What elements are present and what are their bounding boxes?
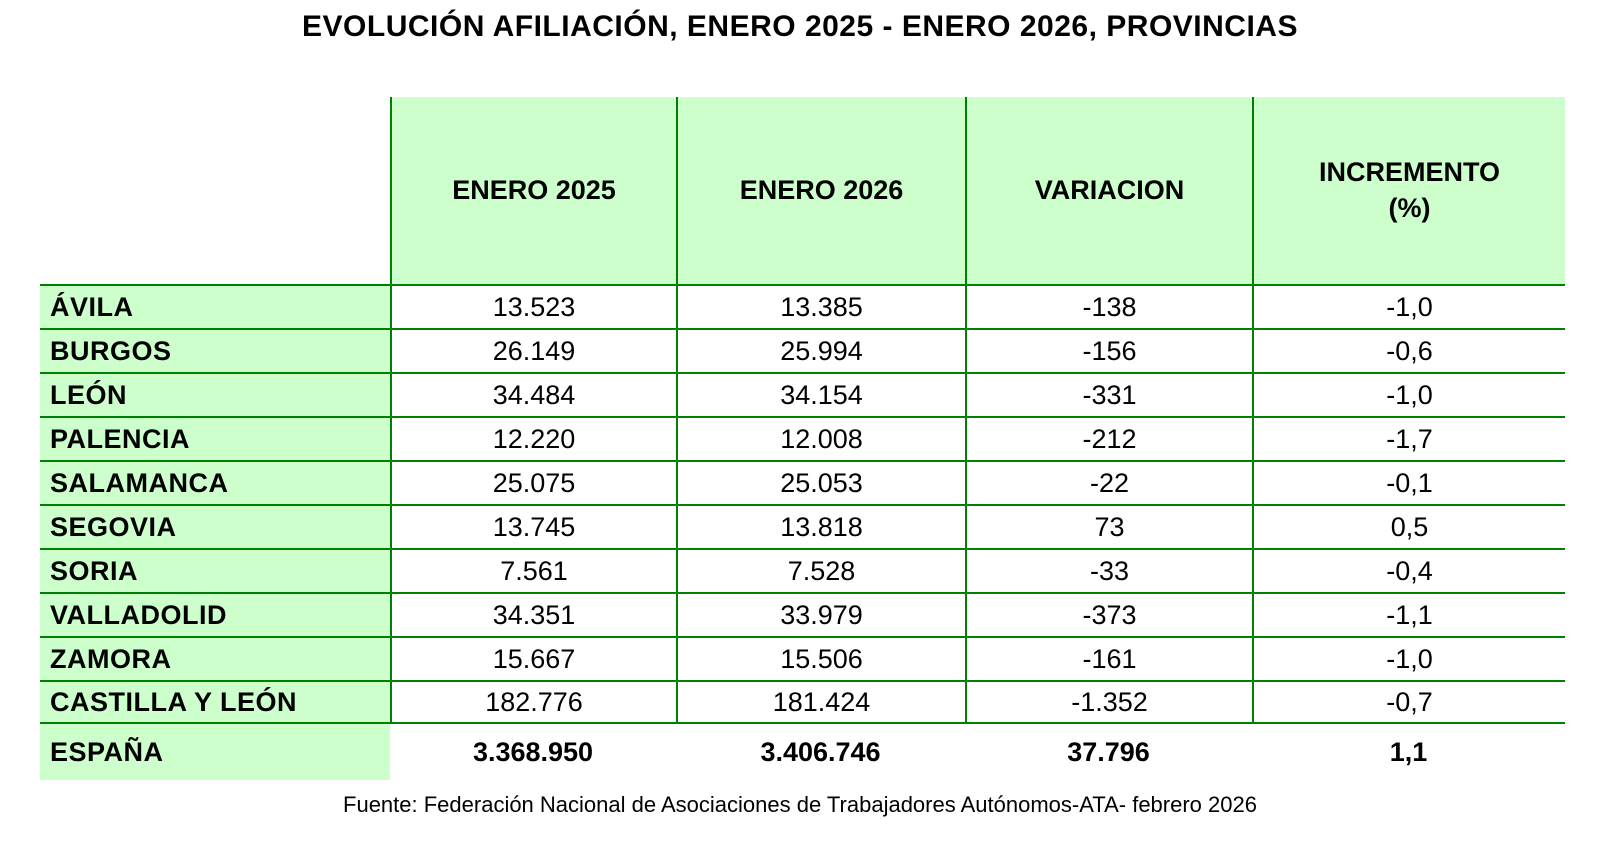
cell-variacion: 37.796 xyxy=(965,724,1252,780)
row-label: ESPAÑA xyxy=(40,724,390,780)
cell-enero-2025: 3.368.950 xyxy=(390,724,676,780)
cell-enero-2025: 34.484 xyxy=(390,374,676,416)
column-header-enero-2025: ENERO 2025 xyxy=(390,97,676,284)
cell-variacion: -373 xyxy=(965,594,1252,636)
column-header-enero-2026: ENERO 2026 xyxy=(676,97,965,284)
cell-enero-2025: 7.561 xyxy=(390,550,676,592)
table-row: BURGOS 26.149 25.994 -156 -0,6 xyxy=(40,328,1565,372)
source-note: Fuente: Federación Nacional de Asociacio… xyxy=(343,792,1257,817)
cell-enero-2026: 25.994 xyxy=(676,330,965,372)
cell-enero-2026: 181.424 xyxy=(676,682,965,722)
row-label: ZAMORA xyxy=(40,638,390,680)
table-total-row: ESPAÑA 3.368.950 3.406.746 37.796 1,1 xyxy=(40,724,1565,780)
row-label: LEÓN xyxy=(40,374,390,416)
cell-enero-2026: 13.385 xyxy=(676,286,965,328)
cell-variacion: -212 xyxy=(965,418,1252,460)
row-label: SALAMANCA xyxy=(40,462,390,504)
table-body: ÁVILA 13.523 13.385 -138 -1,0 BURGOS 26.149 25.… xyxy=(40,284,1565,724)
cell-enero-2026: 3.406.746 xyxy=(676,724,965,780)
cell-enero-2026: 33.979 xyxy=(676,594,965,636)
table-row: SALAMANCA 25.075 25.053 -22 -0,1 xyxy=(40,460,1565,504)
cell-incremento: 1,1 xyxy=(1252,724,1565,780)
column-header-incremento: INCREMENTO (%) xyxy=(1252,97,1565,284)
table-row: SORIA 7.561 7.528 -33 -0,4 xyxy=(40,548,1565,592)
cell-variacion: -33 xyxy=(965,550,1252,592)
cell-incremento-pct: 0,5 xyxy=(1252,506,1565,548)
table-row: ÁVILA 13.523 13.385 -138 -1,0 xyxy=(40,284,1565,328)
cell-enero-2025: 12.220 xyxy=(390,418,676,460)
cell-enero-2025: 182.776 xyxy=(390,682,676,722)
cell-variacion: -161 xyxy=(965,638,1252,680)
cell-incremento-pct: -0,6 xyxy=(1252,330,1565,372)
cell-enero-2025: 25.075 xyxy=(390,462,676,504)
cell-enero-2025: 26.149 xyxy=(390,330,676,372)
cell-incremento-pct: -0,4 xyxy=(1252,550,1565,592)
cell-enero-2026: 7.528 xyxy=(676,550,965,592)
row-label: PALENCIA xyxy=(40,418,390,460)
row-label: BURGOS xyxy=(40,330,390,372)
table-corner xyxy=(40,97,390,284)
cell-variacion: 73 xyxy=(965,506,1252,548)
cell-incremento-pct: -1,0 xyxy=(1252,374,1565,416)
cell-enero-2026: 25.053 xyxy=(676,462,965,504)
cell-enero-2026: 12.008 xyxy=(676,418,965,460)
column-header-variacion: VARIACION xyxy=(965,97,1252,284)
table-row: SEGOVIA 13.745 13.818 73 0,5 xyxy=(40,504,1565,548)
cell-variacion: -1.352 xyxy=(965,682,1252,722)
table-row: LEÓN 34.484 34.154 -331 -1,0 xyxy=(40,372,1565,416)
row-label: CASTILLA Y LEÓN xyxy=(40,682,390,722)
cell-incremento-pct: -0,1 xyxy=(1252,462,1565,504)
page-title: EVOLUCIÓN AFILIACIÓN, ENERO 2025 - ENERO… xyxy=(302,10,1298,43)
table-row: CASTILLA Y LEÓN 182.776 181.424 -1.352 -0,7 xyxy=(40,680,1565,724)
cell-enero-2025: 34.351 xyxy=(390,594,676,636)
cell-variacion: -22 xyxy=(965,462,1252,504)
table-header-row: ENERO 2025 ENERO 2026 VARIACION INCREMEN… xyxy=(40,97,1565,284)
table-row: PALENCIA 12.220 12.008 -212 -1,7 xyxy=(40,416,1565,460)
cell-variacion: -331 xyxy=(965,374,1252,416)
row-label: SORIA xyxy=(40,550,390,592)
cell-incremento-pct: -1,1 xyxy=(1252,594,1565,636)
cell-enero-2026: 13.818 xyxy=(676,506,965,548)
cell-enero-2025: 13.745 xyxy=(390,506,676,548)
affiliation-table: ENERO 2025 ENERO 2026 VARIACION INCREMEN… xyxy=(40,97,1565,780)
cell-enero-2025: 15.667 xyxy=(390,638,676,680)
table-row: ZAMORA 15.667 15.506 -161 -1,0 xyxy=(40,636,1565,680)
cell-incremento-pct: -1,7 xyxy=(1252,418,1565,460)
row-label: ÁVILA xyxy=(40,286,390,328)
cell-incremento-pct: -0,7 xyxy=(1252,682,1565,722)
cell-enero-2026: 34.154 xyxy=(676,374,965,416)
row-label: VALLADOLID xyxy=(40,594,390,636)
row-label: SEGOVIA xyxy=(40,506,390,548)
cell-enero-2026: 15.506 xyxy=(676,638,965,680)
cell-incremento-pct: -1,0 xyxy=(1252,286,1565,328)
cell-variacion: -138 xyxy=(965,286,1252,328)
cell-variacion: -156 xyxy=(965,330,1252,372)
table-row: VALLADOLID 34.351 33.979 -373 -1,1 xyxy=(40,592,1565,636)
cell-enero-2025: 13.523 xyxy=(390,286,676,328)
cell-incremento-pct: -1,0 xyxy=(1252,638,1565,680)
